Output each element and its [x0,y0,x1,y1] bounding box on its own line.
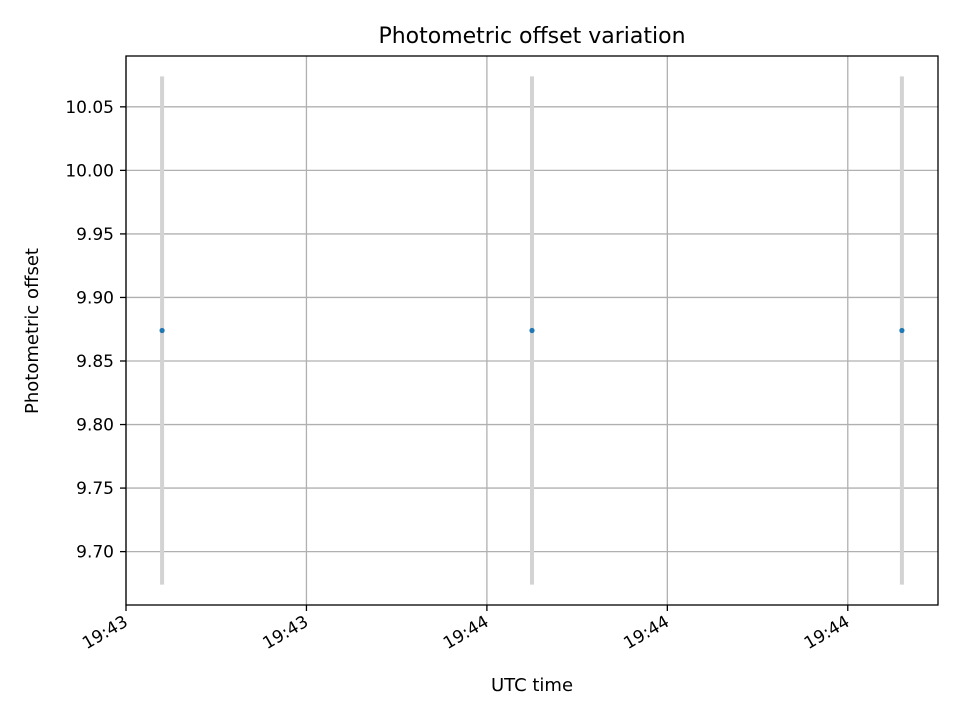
data-point [529,327,535,334]
data-point [159,327,165,334]
y-axis-label: Photometric offset [22,248,43,414]
chart-title: Photometric offset variation [378,24,685,49]
y-tick-label: 9.85 [76,352,114,372]
y-tick-label: 9.80 [76,416,114,436]
y-tick-label: 9.75 [76,479,114,499]
y-tick-label: 10.00 [65,161,114,181]
y-tick-label: 9.70 [76,543,114,563]
y-tick-label: 9.95 [76,225,114,245]
plot-frame [125,55,939,606]
point-layer [159,327,905,334]
data-point [899,327,905,334]
y-tick-label: 10.05 [65,98,114,118]
y-tick-label: 9.90 [76,288,114,308]
x-axis-label: UTC time [491,675,573,696]
